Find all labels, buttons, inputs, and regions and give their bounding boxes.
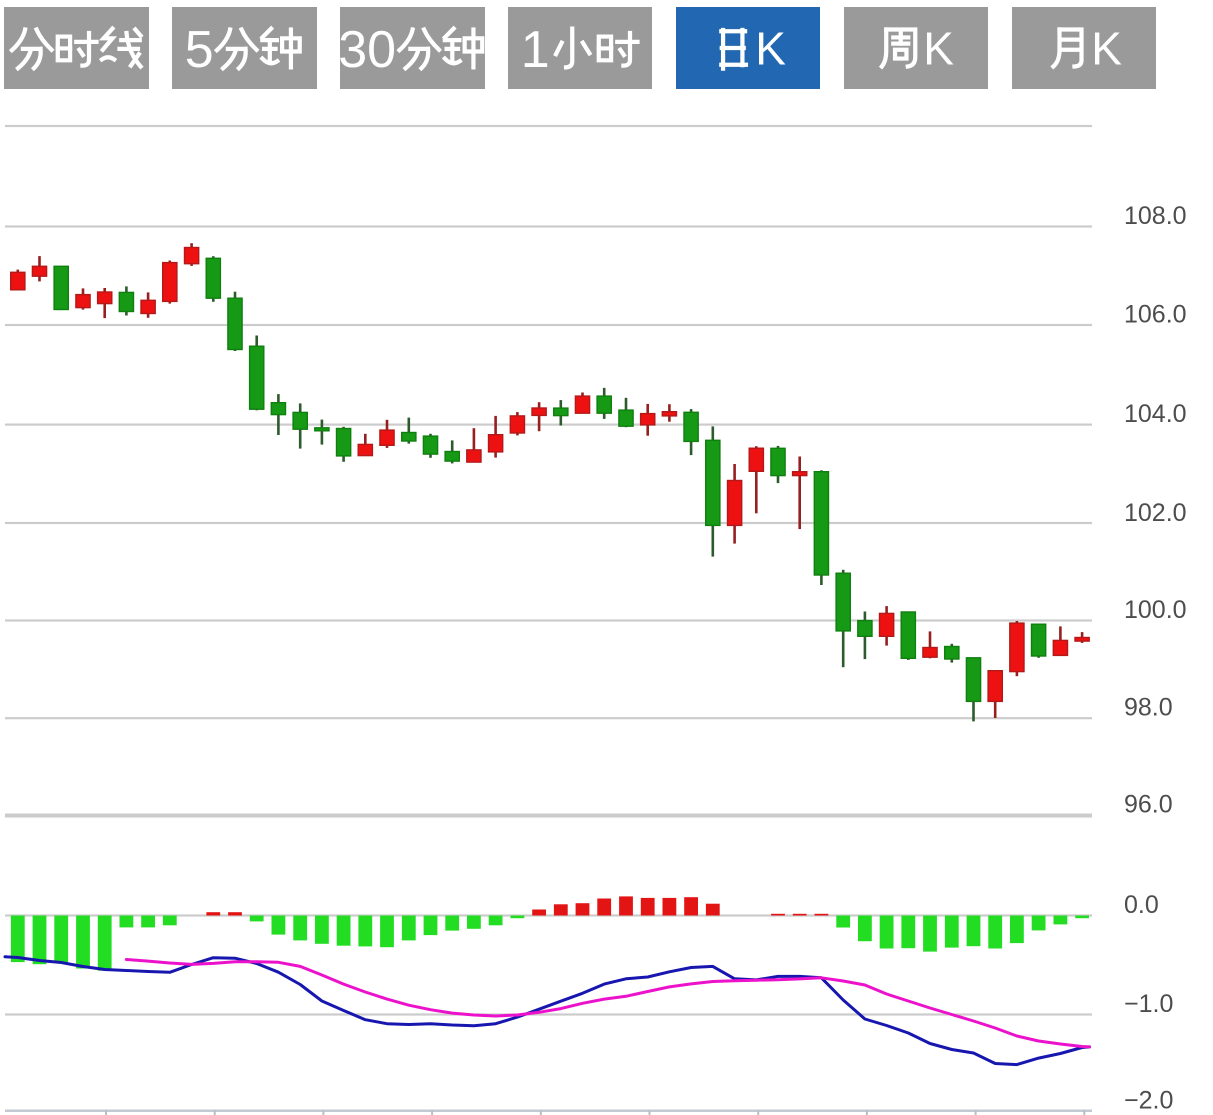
svg-text:K: K	[923, 22, 954, 74]
svg-text:96.0: 96.0	[1124, 790, 1173, 818]
svg-text:5: 5	[185, 21, 214, 79]
svg-text:100.0: 100.0	[1124, 596, 1187, 624]
svg-text:106.0: 106.0	[1124, 300, 1187, 328]
svg-text:0.0: 0.0	[1124, 891, 1159, 919]
svg-text:104.0: 104.0	[1124, 400, 1187, 428]
svg-text:−1.0: −1.0	[1124, 990, 1173, 1018]
svg-text:30: 30	[340, 21, 396, 79]
svg-text:K: K	[1091, 22, 1122, 74]
svg-text:98.0: 98.0	[1124, 694, 1173, 722]
svg-text:108.0: 108.0	[1124, 202, 1187, 230]
svg-text:102.0: 102.0	[1124, 499, 1187, 527]
svg-text:−2.0: −2.0	[1124, 1086, 1173, 1114]
svg-text:K: K	[755, 22, 786, 74]
svg-text:1: 1	[521, 21, 550, 79]
